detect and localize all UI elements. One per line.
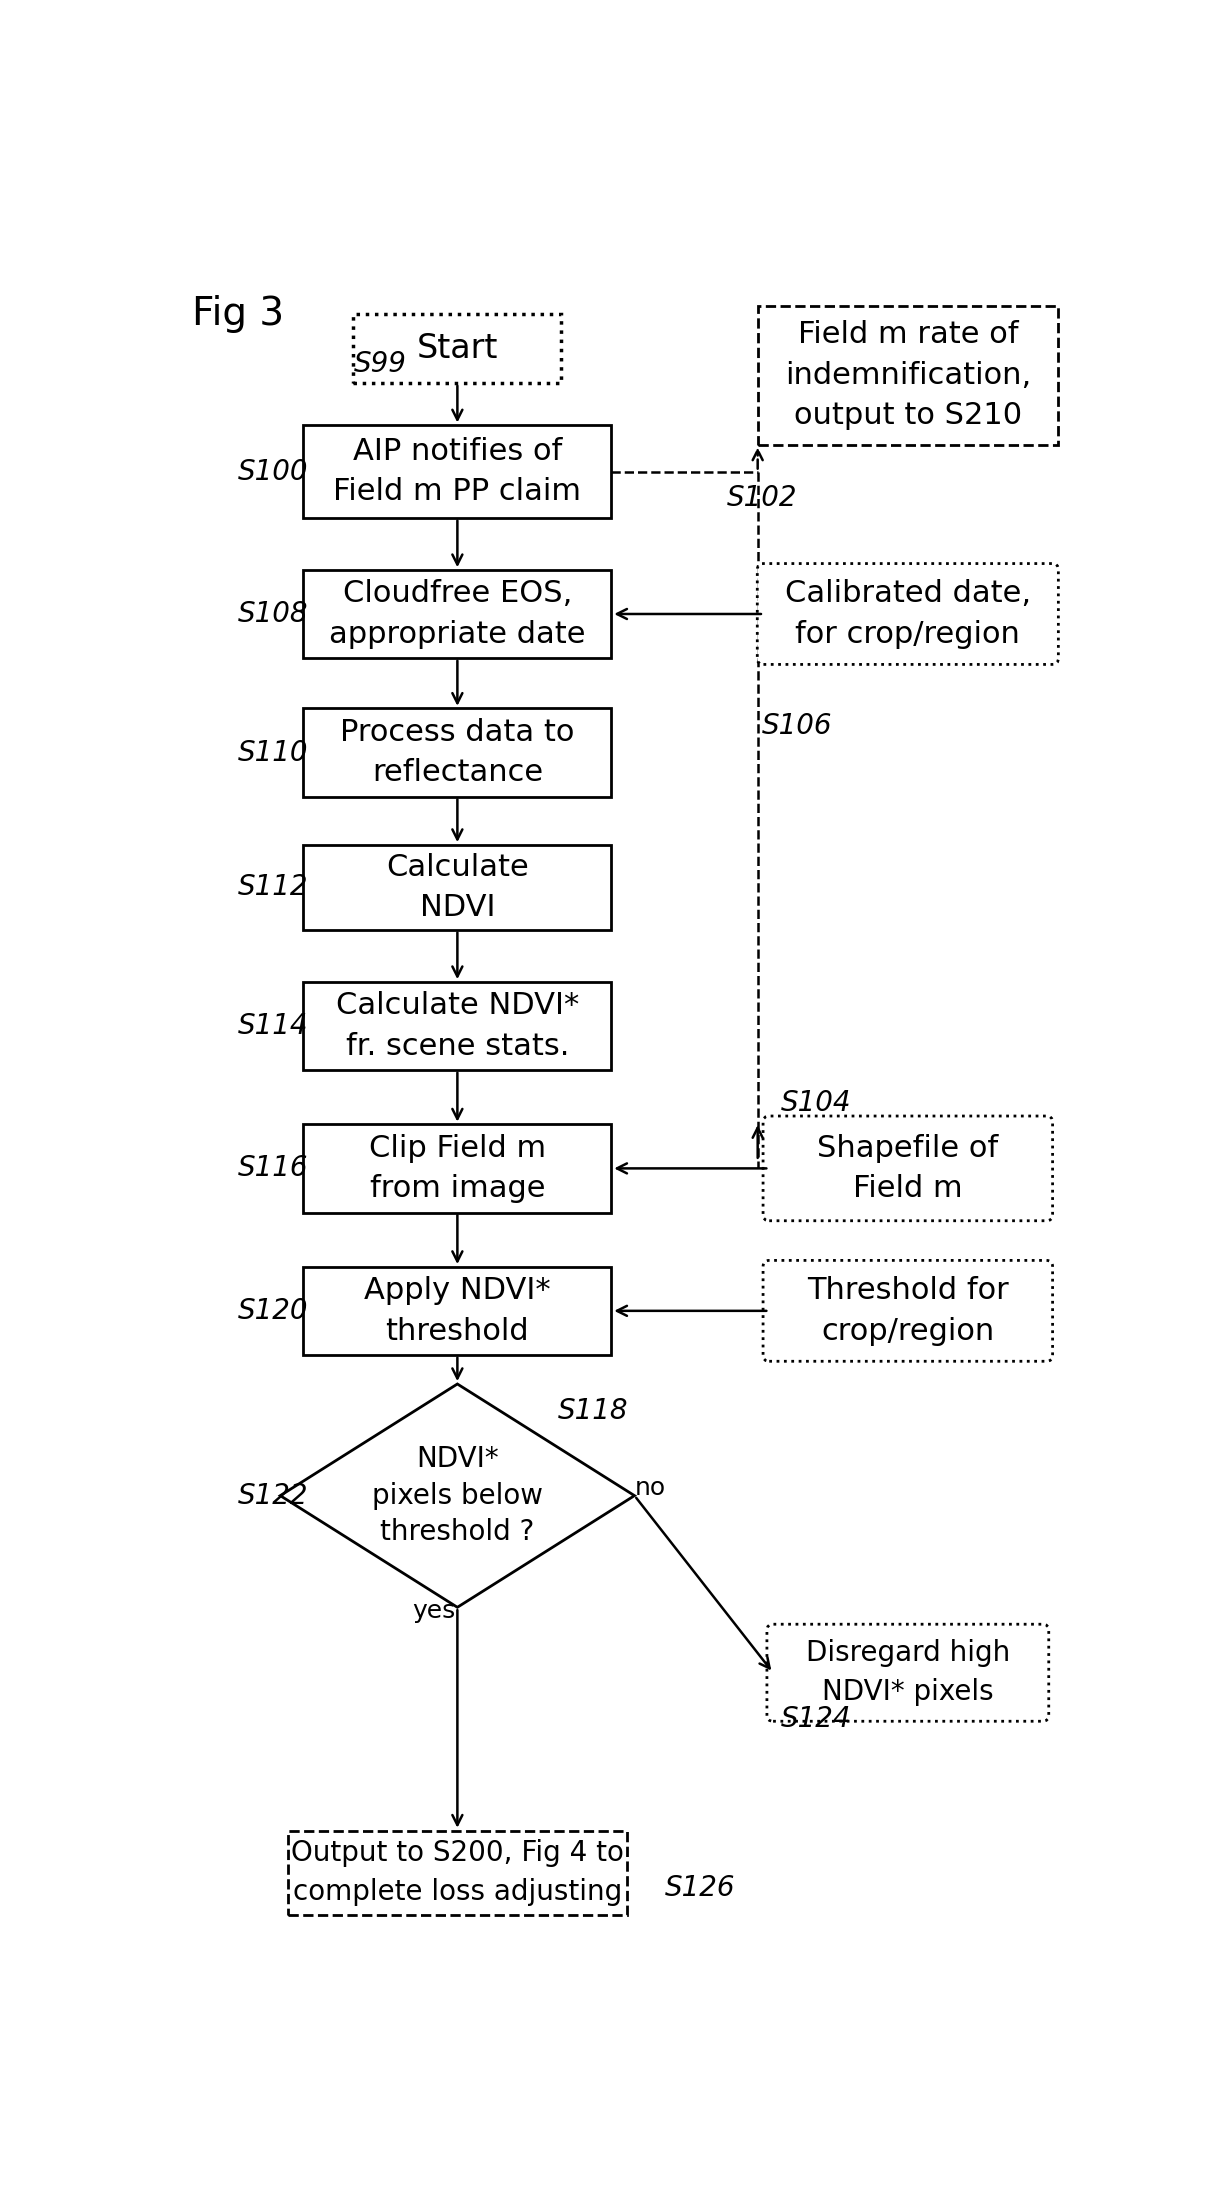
Text: S106: S106 — [761, 712, 832, 740]
Text: Calculate
NDVI: Calculate NDVI — [386, 852, 529, 923]
FancyBboxPatch shape — [303, 982, 611, 1070]
Text: S122: S122 — [238, 1481, 308, 1509]
FancyBboxPatch shape — [763, 1116, 1052, 1222]
Text: Shapefile of
Field m: Shapefile of Field m — [817, 1134, 998, 1204]
Text: Disregard high
NDVI* pixels: Disregard high NDVI* pixels — [806, 1639, 1010, 1707]
Text: no: no — [634, 1476, 665, 1501]
Text: Apply NDVI*
threshold: Apply NDVI* threshold — [365, 1276, 551, 1345]
Text: S126: S126 — [665, 1874, 736, 1903]
Text: Threshold for
crop/region: Threshold for crop/region — [807, 1276, 1009, 1345]
Text: S102: S102 — [727, 486, 797, 512]
FancyBboxPatch shape — [354, 314, 562, 382]
Text: S124: S124 — [781, 1705, 851, 1733]
Text: S116: S116 — [238, 1153, 308, 1182]
Text: Start: Start — [416, 332, 498, 365]
Text: S112: S112 — [238, 874, 308, 901]
FancyBboxPatch shape — [303, 426, 611, 518]
Text: Calibrated date,
for crop/region: Calibrated date, for crop/region — [785, 580, 1031, 648]
Text: Output to S200, Fig 4 to
complete loss adjusting: Output to S200, Fig 4 to complete loss a… — [291, 1839, 623, 1907]
Text: S118: S118 — [558, 1397, 628, 1426]
Text: AIP notifies of
Field m PP claim: AIP notifies of Field m PP claim — [334, 437, 582, 505]
Text: Clip Field m
from image: Clip Field m from image — [368, 1134, 546, 1204]
Text: Calculate NDVI*
fr. scene stats.: Calculate NDVI* fr. scene stats. — [336, 991, 579, 1061]
FancyBboxPatch shape — [303, 1265, 611, 1356]
Text: Process data to
reflectance: Process data to reflectance — [340, 718, 574, 787]
Text: S110: S110 — [238, 738, 308, 767]
FancyBboxPatch shape — [303, 569, 611, 659]
FancyBboxPatch shape — [758, 565, 1058, 663]
FancyBboxPatch shape — [303, 1125, 611, 1213]
FancyBboxPatch shape — [766, 1624, 1048, 1720]
FancyBboxPatch shape — [288, 1830, 627, 1916]
Text: S100: S100 — [238, 457, 308, 486]
Text: S99: S99 — [354, 349, 407, 378]
FancyBboxPatch shape — [758, 305, 1058, 444]
Text: S108: S108 — [238, 600, 308, 628]
Polygon shape — [281, 1384, 634, 1608]
Text: Cloudfree EOS,
appropriate date: Cloudfree EOS, appropriate date — [329, 580, 585, 648]
Text: NDVI*
pixels below
threshold ?: NDVI* pixels below threshold ? — [372, 1446, 543, 1547]
FancyBboxPatch shape — [763, 1261, 1052, 1362]
Text: yes: yes — [413, 1599, 456, 1624]
Text: S120: S120 — [238, 1296, 308, 1325]
Text: S104: S104 — [781, 1090, 851, 1116]
FancyBboxPatch shape — [303, 707, 611, 798]
Text: Fig 3: Fig 3 — [192, 294, 283, 332]
FancyBboxPatch shape — [303, 846, 611, 929]
Text: Field m rate of
indemnification,
output to S210: Field m rate of indemnification, output … — [785, 321, 1031, 431]
Text: S114: S114 — [238, 1013, 308, 1039]
